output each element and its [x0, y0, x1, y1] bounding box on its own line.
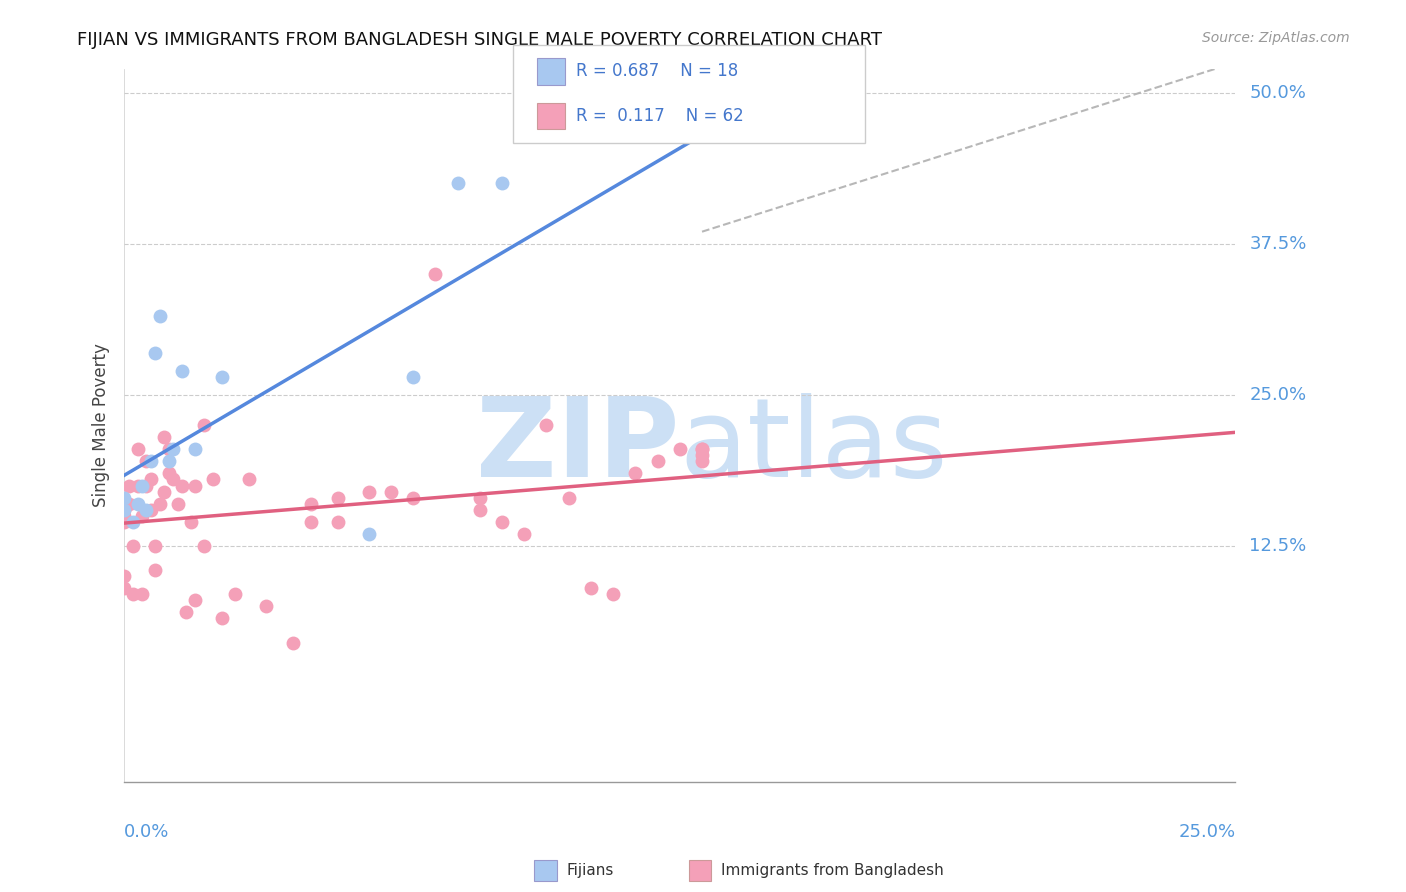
Text: 25.0%: 25.0% [1250, 386, 1306, 404]
Point [180, 515, 202, 529]
Point [402, 491, 425, 505]
Point [153, 430, 176, 444]
Point [112, 581, 135, 595]
Point [690, 442, 713, 457]
Point [690, 442, 713, 457]
Point [139, 454, 162, 468]
Text: FIJIAN VS IMMIGRANTS FROM BANGLADESH SINGLE MALE POVERTY CORRELATION CHART: FIJIAN VS IMMIGRANTS FROM BANGLADESH SIN… [77, 31, 883, 49]
Point [170, 364, 193, 378]
Text: R =  0.117    N = 62: R = 0.117 N = 62 [576, 107, 744, 125]
Point [135, 478, 157, 492]
Point [184, 593, 207, 607]
Text: R = 0.687    N = 18: R = 0.687 N = 18 [576, 62, 738, 80]
Point [690, 454, 713, 468]
Point [402, 369, 425, 384]
Point [357, 527, 380, 541]
Point [624, 467, 647, 481]
Point [127, 442, 149, 457]
Text: ZIP: ZIP [477, 393, 679, 500]
Point [299, 515, 322, 529]
Point [135, 502, 157, 516]
Point [211, 369, 233, 384]
Point [143, 539, 166, 553]
Point [118, 497, 141, 511]
Text: Source: ZipAtlas.com: Source: ZipAtlas.com [1202, 31, 1350, 45]
Point [211, 611, 233, 625]
Point [143, 345, 166, 359]
Point [357, 484, 380, 499]
Text: 0.0%: 0.0% [124, 823, 170, 841]
Point [468, 502, 491, 516]
Point [139, 502, 162, 516]
Point [139, 473, 162, 487]
Y-axis label: Single Male Poverty: Single Male Poverty [93, 343, 110, 507]
Point [122, 515, 145, 529]
Text: 37.5%: 37.5% [1250, 235, 1306, 252]
Point [224, 587, 246, 601]
Point [149, 497, 172, 511]
Point [162, 442, 184, 457]
Point [112, 569, 135, 583]
Point [127, 478, 149, 492]
Point [557, 491, 579, 505]
Point [380, 484, 402, 499]
Text: 25.0%: 25.0% [1178, 823, 1236, 841]
Point [170, 478, 193, 492]
Point [326, 491, 349, 505]
Point [122, 587, 145, 601]
Point [326, 515, 349, 529]
Point [131, 587, 153, 601]
Point [579, 581, 602, 595]
Point [131, 478, 153, 492]
Point [153, 484, 176, 499]
Point [193, 539, 215, 553]
Text: 50.0%: 50.0% [1250, 84, 1306, 102]
Point [157, 442, 180, 457]
Text: atlas: atlas [679, 393, 948, 500]
Point [112, 502, 135, 516]
Text: Immigrants from Bangladesh: Immigrants from Bangladesh [721, 863, 943, 878]
Point [513, 527, 536, 541]
Point [425, 267, 447, 281]
Point [491, 515, 513, 529]
Point [112, 515, 135, 529]
Point [602, 587, 624, 601]
Point [184, 478, 207, 492]
Point [127, 497, 149, 511]
Point [238, 473, 260, 487]
Point [256, 599, 278, 614]
Point [131, 508, 153, 523]
Point [166, 497, 188, 511]
Point [162, 473, 184, 487]
Point [668, 442, 690, 457]
Point [149, 310, 172, 324]
Point [112, 491, 135, 505]
Point [536, 418, 558, 433]
Point [281, 635, 304, 649]
Point [118, 478, 141, 492]
Text: Fijians: Fijians [567, 863, 614, 878]
Point [184, 442, 207, 457]
Point [112, 508, 135, 523]
Point [468, 491, 491, 505]
Point [135, 454, 157, 468]
Point [122, 539, 145, 553]
Point [491, 177, 513, 191]
Point [176, 606, 198, 620]
Point [157, 454, 180, 468]
Point [143, 563, 166, 577]
Point [157, 467, 180, 481]
Point [446, 177, 468, 191]
Point [647, 454, 669, 468]
Point [193, 418, 215, 433]
Text: 12.5%: 12.5% [1250, 537, 1306, 555]
Point [112, 502, 135, 516]
Point [202, 473, 225, 487]
Point [299, 497, 322, 511]
Point [690, 448, 713, 462]
